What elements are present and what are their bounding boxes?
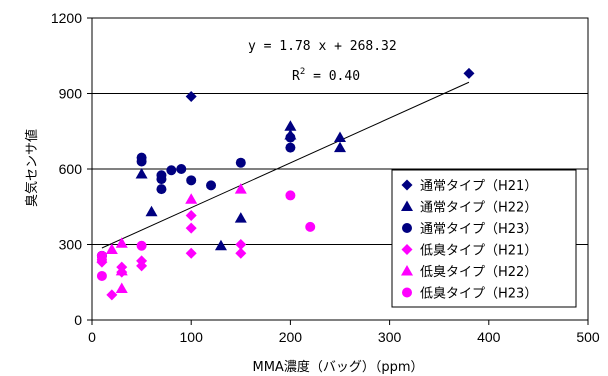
data-point-s4-4	[185, 193, 198, 204]
legend-marker-5	[402, 287, 412, 298]
data-point-s2-11	[285, 132, 296, 143]
data-point-s3-7	[185, 222, 197, 234]
data-point-s3-8	[185, 247, 197, 259]
data-point-s1-7	[334, 141, 346, 153]
legend-label-5: 低臭タイプ（H23）	[420, 287, 537, 302]
legend-marker-0	[401, 179, 413, 191]
equation-label: y = 1.78 x + 268.32	[248, 39, 397, 54]
data-point-s3-1	[106, 289, 118, 301]
y-tick-label-1200: 1200	[51, 10, 82, 26]
data-point-s5-1	[96, 254, 107, 265]
data-point-s2-12	[285, 142, 296, 153]
x-tick-label-100: 100	[180, 329, 204, 345]
data-point-s2-10	[235, 157, 246, 168]
r2-label-sup: 2	[300, 67, 305, 77]
x-tick-labels: 0 100 200 300 400 500	[88, 320, 600, 345]
x-tick-label-0: 0	[88, 329, 96, 345]
legend: 通常タイプ（H21） 通常タイプ（H22） 通常タイプ（H23） 低臭タイプ（H21）…	[391, 169, 577, 308]
x-tick-label-200: 200	[279, 329, 303, 345]
r2-label: R2 = 0.40	[292, 67, 360, 84]
y-axis-title: 臭気センサ値	[24, 129, 40, 207]
data-point-s4-2	[115, 282, 128, 294]
legend-marker-1	[401, 200, 413, 211]
data-point-s1-1	[145, 205, 158, 217]
y-tick-label-900: 900	[59, 86, 83, 102]
data-point-s3-5	[136, 260, 148, 272]
legend-marker-4	[401, 265, 413, 276]
data-point-s1-3	[234, 212, 247, 223]
y-tick-label-0: 0	[74, 312, 82, 328]
y-tick-label-300: 300	[59, 237, 83, 253]
y-tick-label-600: 600	[59, 161, 83, 177]
x-axis-title: MMA濃度（バッグ）（ppm）	[253, 359, 424, 375]
data-point-s5-2	[96, 270, 107, 281]
data-point-s2-6	[166, 165, 177, 176]
legend-box	[391, 169, 577, 308]
x-tick-label-300: 300	[378, 329, 402, 345]
y-tick-labels: 0 300 600 900 1200	[51, 10, 92, 328]
data-point-s1-6	[334, 131, 346, 143]
x-tick-label-500: 500	[576, 329, 600, 345]
r2-label-value: = 0.40	[305, 69, 360, 84]
legend-label-4: 低臭タイプ（H22）	[420, 265, 537, 280]
data-point-s5-3	[136, 240, 147, 251]
legend-marker-3	[401, 244, 413, 255]
data-point-s2-7	[176, 164, 187, 174]
data-point-s2-9	[206, 180, 217, 191]
legend-label-1: 通常タイプ（H22）	[420, 201, 537, 216]
x-tick-label-400: 400	[477, 329, 501, 345]
legend-label-0: 通常タイプ（H21）	[420, 179, 537, 194]
data-point-s2-2	[136, 156, 147, 167]
data-point-s2-4	[156, 174, 167, 185]
data-point-s1-0	[135, 168, 148, 179]
legend-label-3: 低臭タイプ（H21）	[420, 244, 537, 259]
data-point-s3-6	[185, 210, 197, 222]
data-point-s3-9	[235, 239, 247, 250]
data-point-s4-1	[115, 237, 128, 248]
data-point-s0-0	[185, 91, 197, 103]
r2-label-r: R	[292, 69, 300, 84]
data-point-s4-0	[105, 243, 118, 255]
data-point-s1-4	[284, 120, 297, 131]
data-point-s4-3	[115, 264, 128, 276]
trendline	[101, 81, 470, 249]
data-point-s3-10	[235, 247, 247, 259]
legend-label-2: 通常タイプ（H23）	[420, 222, 537, 237]
data-point-s5-4	[285, 190, 296, 201]
data-point-s5-5	[305, 221, 316, 232]
data-point-s0-1	[463, 67, 475, 79]
data-point-s4-5	[234, 183, 247, 194]
data-points	[96, 67, 475, 301]
data-point-s2-8	[186, 175, 197, 186]
data-point-s1-2	[214, 239, 227, 251]
legend-marker-2	[402, 223, 412, 233]
data-point-s2-5	[156, 184, 167, 195]
